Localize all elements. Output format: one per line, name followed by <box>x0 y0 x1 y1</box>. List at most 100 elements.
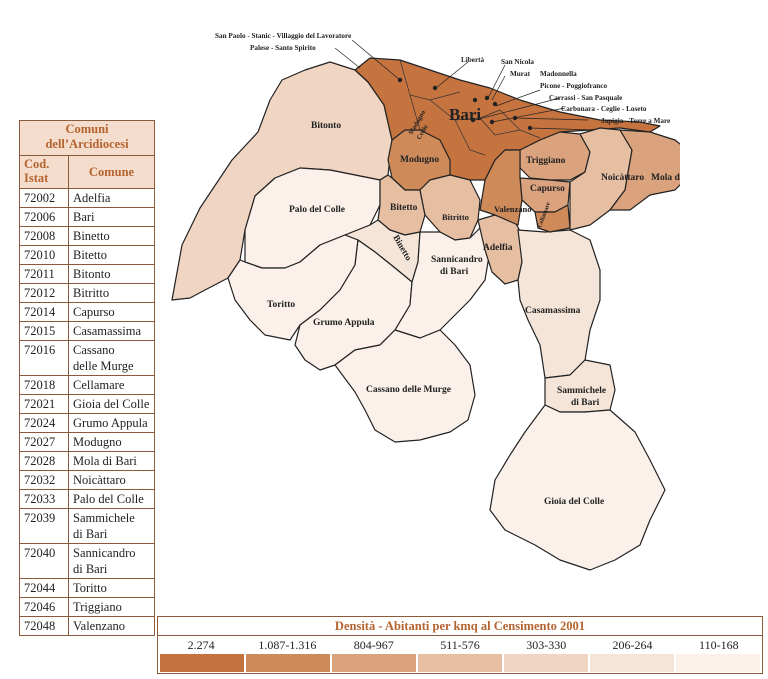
row-code: 72014 <box>19 302 69 322</box>
row-name-line1: Sannicandro <box>73 546 136 560</box>
table-row: 72040 Sannicandro di Bari <box>19 543 155 579</box>
row-name: Sammichele di Bari <box>68 508 155 544</box>
legend-swatch <box>590 654 674 672</box>
row-code: 72011 <box>19 264 69 284</box>
row-name: Adelfia <box>68 188 155 208</box>
row-name-line1: Binetto <box>73 229 110 243</box>
row-name-line1: Bitetto <box>73 248 108 262</box>
callout-madonnella: Madonnella <box>540 70 577 78</box>
table-title-row: Comuni dell’Arcidiocesi <box>19 120 155 156</box>
row-code: 72021 <box>19 394 69 414</box>
region-bitetto <box>377 174 426 236</box>
label-cassano: Cassano delle Murge <box>366 385 451 395</box>
row-name-line1: Gioia del Colle <box>73 397 150 411</box>
table-row: 72048 Valenzano <box>19 616 155 636</box>
label-sannicandro-2: di Bari <box>440 267 469 277</box>
row-name: Bitritto <box>68 283 155 303</box>
row-name: Mola di Bari <box>68 451 155 471</box>
legend-class-label: 110-168 <box>699 638 739 652</box>
legend-class-label: 804-967 <box>353 638 394 652</box>
label-triggiano: Triggiano <box>526 156 566 166</box>
row-code: 72033 <box>19 489 69 509</box>
header-code-line1: Cod. <box>24 157 50 171</box>
row-code: 72016 <box>19 340 69 376</box>
legend-labels: 2.274 1.087-1.316 804-967 511-576 303-330 206… <box>158 636 762 654</box>
row-name-line2: delle Murge <box>73 359 134 373</box>
region-sannicandro <box>394 227 491 339</box>
legend-class-label: 2.274 <box>187 638 215 652</box>
table-row: 72006 Bari <box>19 207 155 227</box>
legend-class-label: 303-330 <box>526 638 567 652</box>
label-noicattaro: Noicàttaro <box>601 173 644 183</box>
bari-district-lines <box>399 59 541 156</box>
table-title-line1: Comuni <box>65 122 109 136</box>
row-name-line1: Triggiano <box>73 600 122 614</box>
row-name-line1: Cassano <box>73 343 115 357</box>
row-name-line1: Sammichele <box>73 511 135 525</box>
table-row: 72027 Modugno <box>19 432 155 452</box>
row-name: Bitonto <box>68 264 155 284</box>
table-row: 72021 Gioia del Colle <box>19 394 155 414</box>
label-bitritto: Bitritto <box>442 212 469 222</box>
legend-swatch <box>160 654 244 672</box>
header-name-label: Comune <box>88 165 135 179</box>
row-code: 72032 <box>19 470 69 490</box>
table-row: 72002 Adelfia <box>19 188 155 208</box>
row-code: 72039 <box>19 508 69 544</box>
row-name-line2: di Bari <box>73 527 108 541</box>
label-mola: Mola di Bari <box>651 173 680 183</box>
row-code: 72010 <box>19 245 69 265</box>
table-row: 72032 Noicàttaro <box>19 470 155 490</box>
table-row: 72011 Bitonto <box>19 264 155 284</box>
row-code: 72015 <box>19 321 69 341</box>
row-name: Bitetto <box>68 245 155 265</box>
row-code: 72018 <box>19 375 69 395</box>
row-name-line1: Casamassima <box>73 324 142 338</box>
legend-swatch <box>246 654 330 672</box>
row-name-line1: Capurso <box>73 305 115 319</box>
row-name: Gioia del Colle <box>68 394 155 414</box>
label-sammichele-1: Sammichele <box>557 386 606 396</box>
callout-palese: Palese - Santo Spirito <box>250 44 316 52</box>
header-code: Cod. Istat <box>19 155 69 189</box>
legend-class-label: 511-576 <box>440 638 480 652</box>
region-casamassima <box>517 229 601 379</box>
row-code: 72024 <box>19 413 69 433</box>
header-code-line2: Istat <box>24 171 49 185</box>
table-row: 72039 Sammichele di Bari <box>19 508 155 544</box>
label-palo: Palo del Colle <box>289 205 345 215</box>
table-row: 72046 Triggiano <box>19 597 155 617</box>
table-row: 72008 Binetto <box>19 226 155 246</box>
label-capurso: Capurso <box>530 184 565 194</box>
table-body: 72002 Adelfia 72006 Bari 72008 Binetto 72010 Bi… <box>19 188 155 636</box>
label-sammichele-2: di Bari <box>571 398 600 408</box>
row-name-line1: Toritto <box>73 581 107 595</box>
region-cassano <box>334 329 476 443</box>
callout-japigia: Japigia - Torre a Mare <box>601 117 670 125</box>
row-code: 72027 <box>19 432 69 452</box>
row-code: 72008 <box>19 226 69 246</box>
row-name: Cassano delle Murge <box>68 340 155 376</box>
label-grumo: Grumo Appula <box>313 318 375 328</box>
callout-murat: Murat <box>510 70 531 78</box>
row-name-line1: Bari <box>73 210 95 224</box>
row-name-line1: Bitonto <box>73 267 111 281</box>
label-casamassima: Casamassima <box>525 306 581 316</box>
row-name-line1: Grumo Appula <box>73 416 148 430</box>
table-row: 72028 Mola di Bari <box>19 451 155 471</box>
row-code: 72048 <box>19 616 69 636</box>
callout-labels: San Paolo - Stanic - Villaggio del Lavor… <box>215 32 670 125</box>
row-code: 72040 <box>19 543 69 579</box>
row-code: 72012 <box>19 283 69 303</box>
legend-swatch <box>332 654 416 672</box>
legend-swatch <box>676 654 760 672</box>
table-title: Comuni dell’Arcidiocesi <box>19 120 155 156</box>
legend-swatches <box>158 654 762 672</box>
label-valenzano: Valenzano <box>494 204 531 214</box>
row-name: Triggiano <box>68 597 155 617</box>
row-code: 72006 <box>19 207 69 227</box>
label-adelfia: Adelfia <box>483 243 513 253</box>
legend-swatch <box>418 654 502 672</box>
row-name: Grumo Appula <box>68 413 155 433</box>
row-name-line1: Cellamare <box>73 378 125 392</box>
